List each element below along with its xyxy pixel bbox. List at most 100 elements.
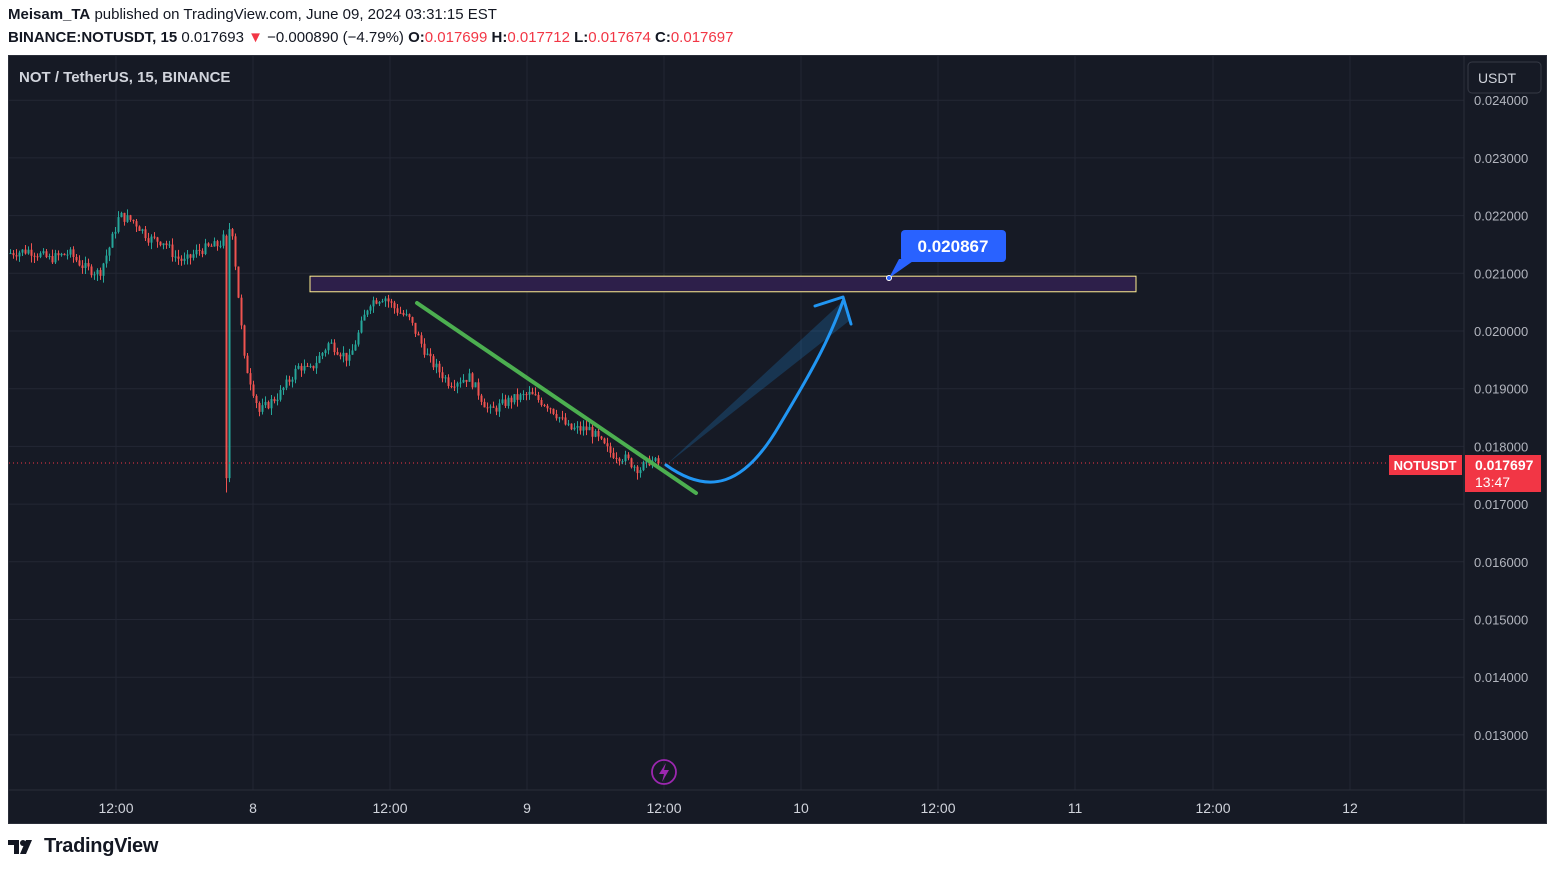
candle-body [303, 365, 306, 371]
candle-body [12, 253, 15, 256]
candle-body [15, 255, 18, 257]
candle-body [396, 308, 399, 313]
candle-body [42, 251, 45, 254]
candle-body [624, 454, 627, 462]
candle-body [150, 236, 153, 243]
candle-body [402, 312, 405, 315]
candle-body [351, 350, 354, 355]
candle-body [606, 443, 609, 447]
candle-body [321, 353, 324, 356]
candle-body [417, 333, 420, 336]
candle-body [204, 243, 207, 255]
time-tick-label: 12:00 [920, 800, 955, 816]
time-axis[interactable]: 12:00 8 12:00 9 12:00 10 12:00 11 12:00 12 [98, 800, 1358, 816]
chart-panel[interactable]: NOT / TetherUS, 15, BINANCE USDT 0.02400… [8, 55, 1547, 824]
author-name[interactable]: Meisam_TA [8, 6, 91, 23]
chart-title: NOT / TetherUS, 15, BINANCE [19, 69, 230, 86]
time-tick-label: 10 [793, 800, 809, 816]
candle-body [60, 253, 63, 256]
candle-body [372, 300, 375, 307]
candle-body [243, 325, 246, 356]
candle-body [147, 238, 150, 243]
candle-body [138, 226, 141, 231]
projection-arrowhead [813, 295, 853, 326]
price-tick-label: 0.024000 [1474, 93, 1528, 108]
time-tick-label: 12:00 [98, 800, 133, 816]
candle-body [24, 249, 27, 254]
header-line-1: Meisam_TA published on TradingView.com, … [8, 6, 497, 23]
price-tick-label: 0.013000 [1474, 728, 1528, 743]
price-tick-label: 0.018000 [1474, 439, 1528, 454]
candle-body [489, 406, 492, 408]
candle-body [228, 229, 231, 479]
candle-body [378, 302, 381, 304]
chart-canvas[interactable]: NOT / TetherUS, 15, BINANCE USDT 0.02400… [9, 56, 1546, 823]
candle-body [609, 446, 612, 453]
candle-body [408, 314, 411, 318]
candle-body [54, 253, 57, 263]
candle-body [561, 417, 564, 419]
candle-body [522, 394, 525, 396]
candle-body [168, 244, 171, 246]
candle-body [585, 426, 588, 431]
candle-body [504, 399, 507, 406]
candle-body [507, 397, 510, 406]
candle-body [57, 253, 60, 256]
candle-body [273, 399, 276, 402]
footer-brand-name: TradingView [44, 835, 159, 857]
candle-body [291, 379, 294, 382]
lightning-icon[interactable] [651, 759, 677, 785]
candle-body [537, 394, 540, 400]
change-value: −0.000890 (−4.79%) [267, 29, 404, 46]
candle-body [501, 399, 504, 404]
symbol-tag: NOTUSDT [1389, 455, 1462, 475]
candle-body [387, 298, 390, 302]
candle-body [576, 426, 579, 428]
candle-body [594, 430, 597, 437]
candle-body [96, 270, 99, 275]
candle-body [117, 217, 120, 232]
candle-body [255, 395, 258, 404]
candle-body [450, 386, 453, 388]
candle-body [66, 254, 69, 256]
candle-body [636, 466, 639, 474]
price-tick-label: 0.014000 [1474, 670, 1528, 685]
candle-body [33, 255, 36, 257]
candles [9, 209, 660, 493]
candle-body [309, 365, 312, 367]
candle-body [267, 401, 270, 409]
candle-body [300, 365, 303, 371]
candle-body [486, 407, 489, 409]
footer-brand[interactable]: TradingView [8, 835, 158, 858]
candle-body [21, 249, 24, 253]
currency-button[interactable]: USDT [1467, 61, 1542, 94]
price-tick-label: 0.020000 [1474, 324, 1528, 339]
candle-body [474, 382, 477, 388]
countdown-timer: 13:47 [1475, 474, 1510, 490]
candle-body [282, 387, 285, 391]
candle-body [534, 394, 537, 396]
candle-body [342, 352, 345, 357]
candle-body [597, 430, 600, 437]
candle-body [126, 215, 129, 222]
candle-body [573, 427, 576, 430]
candle-body [144, 229, 147, 239]
price-axis[interactable]: 0.024000 0.023000 0.022000 0.021000 0.020000… [1474, 93, 1528, 743]
symbol-interval[interactable]: BINANCE:NOTUSDT, 15 [8, 29, 178, 46]
last-price: 0.017693 [181, 29, 244, 46]
candle-body [120, 212, 123, 218]
candle-body [45, 251, 48, 258]
target-callout[interactable]: 0.020867 [886, 230, 1007, 281]
candle-body [438, 363, 441, 373]
candle-body [441, 372, 444, 379]
candle-body [102, 263, 105, 276]
candle-body [105, 255, 108, 264]
candle-body [111, 233, 114, 248]
candle-body [231, 229, 234, 237]
candle-body [423, 343, 426, 355]
candle-body [591, 426, 594, 437]
candle-body [18, 252, 21, 257]
candle-body [48, 256, 51, 258]
candle-body [456, 383, 459, 387]
candle-body [513, 394, 516, 403]
